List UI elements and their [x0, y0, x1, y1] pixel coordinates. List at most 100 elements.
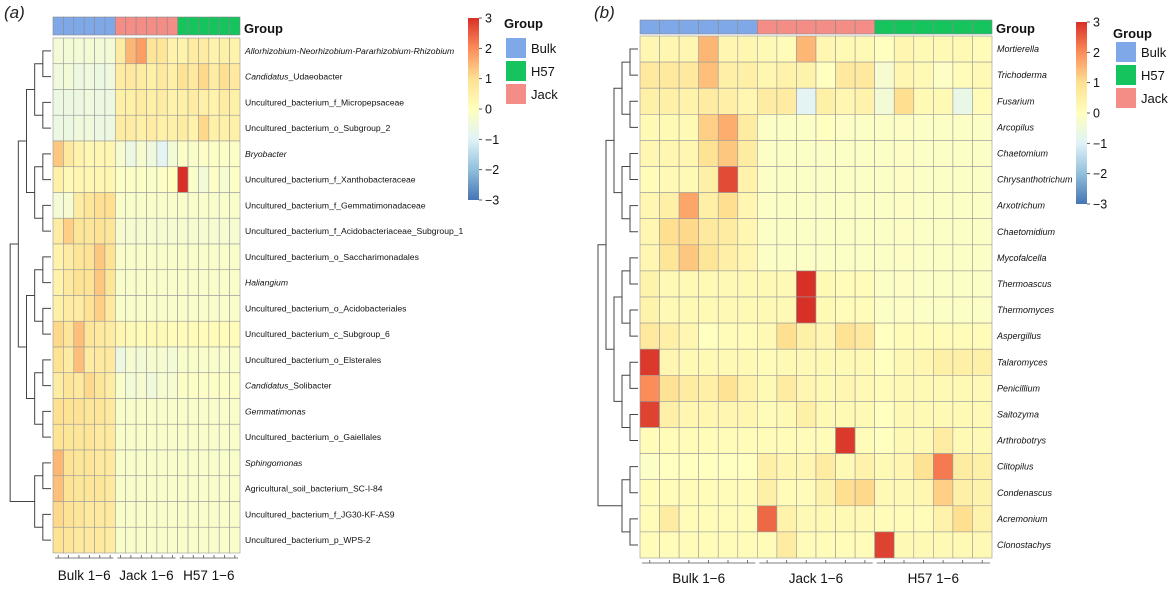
heatmap-cell	[972, 114, 993, 141]
heatmap-cell	[156, 295, 168, 322]
heatmap-cell	[757, 453, 778, 481]
heatmap-cell	[854, 166, 875, 193]
heatmap-cell	[135, 320, 147, 348]
heatmap-cell	[156, 320, 168, 348]
heatmap-cell	[73, 89, 85, 116]
heatmap-cell	[229, 475, 241, 502]
heatmap-cell	[835, 374, 856, 402]
heatmap-cell	[893, 192, 915, 220]
heatmap-cell	[94, 372, 106, 399]
heatmap-cell	[952, 218, 973, 246]
heatmap-cell	[893, 401, 915, 428]
colorbar-tick-label: 1	[485, 72, 492, 86]
x-group-label: Bulk 1−6	[58, 568, 111, 583]
heatmap-cell	[815, 192, 836, 220]
heatmap-cell	[115, 37, 127, 65]
heatmap-cell	[913, 348, 934, 376]
heatmap-cell	[717, 166, 739, 193]
row-label: Talaromyces	[997, 357, 1048, 367]
heatmap-cell	[639, 453, 660, 481]
heatmap-cell	[698, 348, 719, 376]
heatmap-cell	[73, 63, 85, 90]
heatmap-cell	[757, 479, 778, 507]
heatmap-cell	[854, 531, 875, 559]
heatmap-cell	[146, 217, 158, 245]
heatmap-cell	[893, 322, 915, 350]
heatmap-cell	[913, 140, 934, 167]
heatmap-cell	[698, 192, 719, 220]
heatmap-cell	[854, 192, 875, 220]
heatmap-cell	[933, 166, 954, 193]
heatmap-cell	[952, 531, 973, 559]
heatmap-cell	[659, 244, 680, 272]
heatmap-cell	[177, 372, 189, 399]
heatmap-cell	[218, 243, 230, 271]
heatmap-cell	[698, 140, 719, 167]
heatmap-cell	[63, 475, 75, 502]
legend-swatch	[506, 38, 526, 58]
heatmap-cell	[115, 346, 127, 374]
group-bar-cell	[166, 16, 178, 36]
heatmap-cell	[659, 401, 680, 428]
row-label: Clitopilus	[997, 462, 1034, 472]
heatmap-cell	[218, 114, 230, 142]
heatmap-cell	[854, 270, 875, 298]
heatmap-cell	[796, 374, 817, 402]
heatmap-cell	[717, 479, 739, 507]
heatmap-cell	[893, 296, 915, 324]
heatmap-cell	[104, 166, 116, 193]
heatmap-cell	[198, 475, 210, 502]
heatmap-cell	[776, 505, 797, 533]
heatmap-cell	[815, 427, 836, 454]
heatmap-cell	[678, 114, 699, 141]
heatmap-cell	[52, 320, 64, 348]
heatmap-cell	[717, 35, 739, 63]
heatmap-cell	[229, 526, 241, 554]
heatmap-cell	[737, 401, 758, 428]
group-bar-cell	[63, 16, 75, 36]
heatmap-cell	[52, 526, 64, 554]
heatmap-cell	[639, 35, 660, 63]
heatmap-cell	[972, 374, 993, 402]
heatmap-cell	[717, 505, 739, 533]
heatmap-cell	[933, 244, 954, 272]
heatmap-cell	[776, 296, 797, 324]
heatmap-cell	[177, 346, 189, 374]
panel-b-colorbar-ticks: 3 2 1 0 −1 −2 −3	[1087, 16, 1107, 212]
heatmap-cell	[717, 348, 739, 376]
group-bar-cell	[135, 16, 147, 36]
heatmap-cell	[166, 217, 178, 245]
group-bar-cell	[187, 16, 199, 36]
panel-a: (a) Group Allorhizobium-Neorhizobium-Par…	[4, 3, 464, 583]
heatmap-cell	[208, 192, 220, 219]
heatmap-cell	[874, 479, 895, 507]
heatmap-cell	[737, 87, 758, 115]
heatmap-cell	[933, 427, 954, 454]
heatmap-cell	[166, 423, 178, 451]
heatmap-cell	[73, 475, 85, 502]
heatmap-cell	[639, 479, 660, 507]
heatmap-cell	[208, 346, 220, 374]
heatmap-cell	[639, 348, 660, 376]
heatmap-cell	[177, 37, 189, 65]
heatmap-cell	[94, 423, 106, 451]
heatmap-cell	[952, 192, 973, 220]
heatmap-cell	[208, 243, 220, 271]
colorbar-tick-label: −3	[1093, 198, 1107, 212]
heatmap-cell	[229, 166, 241, 193]
heatmap-cell	[115, 423, 127, 451]
heatmap-cell	[737, 61, 758, 89]
heatmap-cell	[125, 37, 137, 65]
dendrogram-branch	[9, 243, 35, 502]
heatmap-cell	[835, 479, 856, 507]
heatmap-cell	[933, 61, 954, 89]
heatmap-cell	[717, 87, 739, 115]
heatmap-cell	[104, 89, 116, 116]
heatmap-cell	[177, 526, 189, 554]
heatmap-cell	[776, 348, 797, 376]
heatmap-cell	[835, 401, 856, 428]
heatmap-cell	[737, 296, 758, 324]
heatmap-cell	[972, 61, 993, 89]
legend-label: H57	[531, 64, 555, 79]
heatmap-cell	[796, 244, 817, 272]
